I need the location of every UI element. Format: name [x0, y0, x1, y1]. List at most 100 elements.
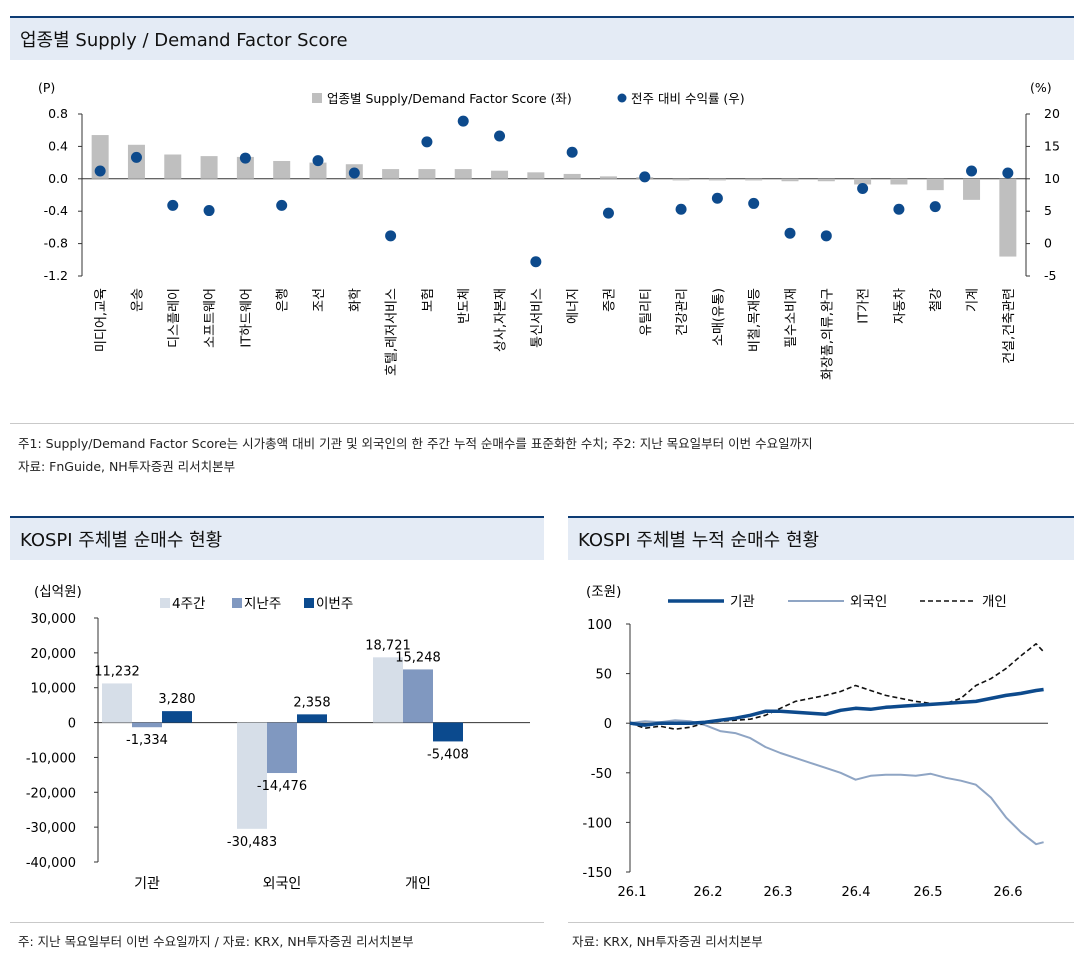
net-buying-chart: (십억원) 30,000 20,000 10,000 0 -10,000 -20,000 -3… — [26, 584, 530, 892]
value-label: -1,334 — [126, 733, 168, 748]
left-tick-label: -0.4 — [44, 203, 68, 218]
right-chart-header: KOSPI 주체별 누적 순매수 현황 — [568, 516, 1074, 560]
category-label: 건설,건축관련 — [1002, 288, 1017, 364]
category-label: 소프트웨어 — [203, 288, 218, 348]
return-dot — [566, 146, 578, 158]
category-label: 유틸리티 — [639, 288, 654, 336]
return-dot — [675, 203, 687, 215]
score-bar — [708, 178, 726, 181]
value-label: 3,280 — [158, 692, 195, 707]
top-note-1: 주1: Supply/Demand Factor Score는 시가총액 대비 … — [18, 436, 813, 451]
score-bar — [999, 178, 1017, 257]
category-label: 외국인 — [263, 876, 302, 892]
legend-label: 개인 — [982, 594, 1007, 610]
right-tick-label: 5 — [1044, 203, 1052, 218]
left-tick-label: 0.8 — [48, 106, 68, 121]
value-label: 15,248 — [395, 650, 441, 665]
left-note: 주: 지난 목요일부터 이번 수요일까지 / 자료: KRX, NH투자증권 리… — [18, 934, 414, 949]
score-bar — [200, 156, 218, 179]
left-axis-unit: (십억원) — [34, 584, 82, 600]
x-tick-label: 26.6 — [994, 885, 1023, 900]
return-dot — [130, 151, 142, 163]
return-dot — [748, 197, 760, 209]
legend-label: 외국인 — [850, 594, 887, 610]
tick-label: 20,000 — [31, 647, 77, 662]
score-bar — [926, 178, 944, 191]
score-bar — [745, 178, 763, 181]
left-tick-label: 0.0 — [48, 171, 68, 186]
score-bar — [236, 156, 254, 179]
category-label: 통신서비스 — [530, 288, 545, 348]
legend-dot-swatch — [617, 93, 627, 103]
net-buy-bar — [267, 722, 297, 774]
score-bar — [382, 169, 400, 179]
return-dot — [711, 192, 723, 204]
net-buy-bar — [132, 722, 162, 728]
score-bar — [418, 169, 436, 179]
left-chart-title: KOSPI 주체별 순매수 현황 — [20, 530, 223, 551]
tick-label: 30,000 — [31, 612, 77, 627]
category-label: 소매(유통) — [711, 288, 726, 346]
left-divider — [10, 922, 544, 923]
category-label: 개인 — [405, 876, 431, 892]
top-note-2: 자료: FnGuide, NH투자증권 리서치본부 — [18, 459, 236, 474]
tick-label: -150 — [582, 866, 612, 881]
left-axis-unit: (P) — [38, 80, 55, 95]
score-bar — [309, 162, 327, 179]
right-chart-title: KOSPI 주체별 누적 순매수 현황 — [578, 530, 820, 551]
legend-swatch — [160, 598, 170, 608]
series-line-1 — [629, 719, 1044, 846]
tick-label: 0 — [68, 717, 76, 732]
right-tick-label: 0 — [1044, 236, 1052, 251]
category-label: 자동차 — [893, 288, 908, 324]
right-tick-label: 20 — [1044, 106, 1060, 121]
return-dot — [966, 165, 978, 177]
return-dot — [530, 256, 542, 268]
score-bar — [599, 176, 617, 179]
category-label: 조선 — [312, 288, 327, 312]
x-tick-label: 26.4 — [842, 885, 871, 900]
return-dot — [784, 227, 796, 239]
left-tick-label: 0.4 — [48, 138, 68, 153]
series-line-0 — [629, 687, 1044, 727]
return-dot — [639, 171, 651, 183]
score-bar — [672, 178, 690, 181]
top-divider — [10, 423, 1074, 424]
legend-dot-label: 전주 대비 수익률 (우) — [631, 91, 745, 106]
score-bar — [963, 178, 981, 200]
legend-bar-swatch — [312, 93, 322, 103]
category-label: 철강 — [929, 288, 944, 312]
score-bar — [454, 169, 472, 179]
tick-label: 10,000 — [31, 682, 77, 697]
return-dot — [312, 155, 324, 167]
score-bar — [890, 178, 908, 185]
category-label: 에너지 — [566, 288, 581, 324]
category-label: 보험 — [421, 288, 436, 312]
return-dot — [893, 203, 905, 215]
net-buy-bar — [102, 683, 132, 723]
score-bar — [273, 160, 291, 179]
return-dot — [239, 152, 251, 164]
category-label: 호텔,레저서비스 — [385, 288, 400, 376]
tick-label: -100 — [582, 816, 612, 831]
category-label: 필수소비재 — [784, 288, 799, 348]
net-buy-bar — [433, 722, 463, 742]
x-tick-label: 26.2 — [694, 885, 723, 900]
x-tick-label: 26.1 — [618, 885, 647, 900]
category-label: 상사,자본재 — [494, 288, 509, 352]
return-dot — [929, 201, 941, 213]
score-bar — [854, 178, 872, 185]
return-dot — [457, 115, 469, 127]
category-label: 미디어,교육 — [94, 288, 109, 352]
return-dot — [1002, 167, 1014, 179]
legend-bar-label: 업종별 Supply/Demand Factor Score (좌) — [327, 91, 572, 106]
net-buy-bar — [373, 657, 403, 723]
category-label: 디스플레이 — [167, 288, 182, 348]
legend-label: 이번주 — [316, 596, 353, 612]
right-axis-unit: (%) — [1030, 80, 1052, 95]
return-dot — [203, 205, 215, 217]
category-label: 반도체 — [457, 288, 472, 324]
score-bar — [491, 170, 509, 179]
return-dot — [94, 165, 106, 177]
tick-label: -20,000 — [26, 786, 76, 801]
